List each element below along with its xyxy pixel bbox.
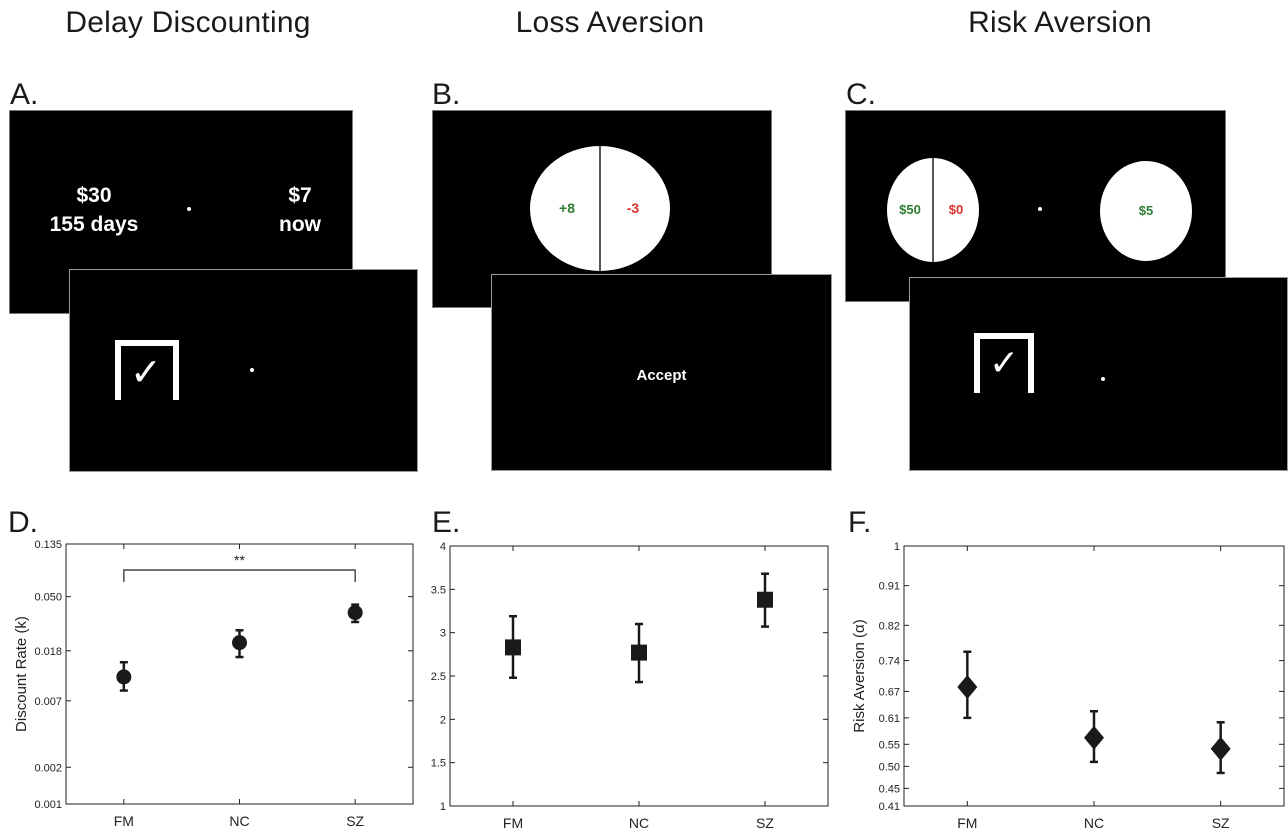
gamble-win-amount: $50 [899, 202, 921, 217]
y-tick-label: 0.41 [879, 801, 900, 813]
fixation-dot [250, 368, 254, 372]
y-axis-label: Risk Aversion (α) [851, 619, 868, 732]
panel-letter-a: A. [10, 78, 39, 111]
gamble-lose-amount: $0 [948, 202, 964, 217]
risky-gamble-wheel: $50 $0 [887, 158, 979, 262]
panel-a-choice-screen: $30 155 days $7 now [9, 110, 353, 314]
y-tick-label: 2 [440, 714, 446, 726]
panel-letter-e: E. [432, 506, 461, 539]
x-tick-label: FM [957, 815, 977, 831]
data-point [631, 644, 647, 661]
y-tick-label: 0.82 [879, 620, 900, 632]
data-point [232, 635, 247, 651]
checkmark-icon: ✓ [989, 343, 1020, 384]
loss-amount: -3 [626, 200, 640, 216]
data-point [116, 669, 132, 685]
y-tick-label: 0.91 [879, 581, 900, 593]
fixation-dot [1101, 377, 1105, 381]
panel-letter-c: C. [846, 78, 876, 111]
panel-c-response-screen: ✓ [909, 277, 1288, 471]
y-tick-label: 0.001 [34, 799, 62, 811]
checkmark-bracket-icon [974, 333, 1034, 393]
y-tick-label: 4 [440, 541, 446, 553]
gamble-wheel: +8 -3 [530, 146, 670, 271]
data-point [505, 639, 521, 656]
panel-a-right-option: $7 now [250, 181, 350, 239]
left-option-amount: $30 [76, 184, 112, 207]
y-axis-label: Discount Rate (k) [13, 616, 30, 732]
y-tick-label: 0.45 [879, 783, 900, 795]
y-tick-label: 0.74 [879, 656, 900, 668]
y-tick-label: 3 [440, 628, 446, 640]
y-tick-label: 3.5 [431, 584, 446, 596]
sure-option-wheel: $5 [1100, 161, 1192, 261]
y-tick-label: 1 [440, 801, 446, 813]
panel-letter-f: F. [848, 506, 872, 539]
data-point [347, 605, 363, 621]
panel-a-response-screen: ✓ [69, 269, 418, 472]
y-tick-label: 0.67 [879, 686, 900, 698]
significance-label: ** [234, 552, 245, 568]
right-option-amount: $7 [288, 184, 312, 207]
y-tick-label: 0.135 [34, 539, 62, 551]
x-tick-label: SZ [1212, 815, 1230, 831]
y-tick-label: 2.5 [431, 671, 446, 683]
column-title-delay-discounting: Delay Discounting [65, 6, 311, 39]
gain-amount: +8 [559, 200, 575, 216]
y-tick-label: 0.61 [879, 713, 900, 725]
data-point [757, 591, 773, 608]
checkmark-icon: ✓ [130, 350, 162, 394]
data-point [1210, 736, 1231, 761]
y-tick-label: 0.55 [879, 739, 900, 751]
y-tick-label: 1 [894, 541, 900, 553]
x-tick-label: FM [114, 813, 134, 829]
checkmark-bracket-icon [115, 340, 179, 400]
right-option-delay: now [279, 213, 321, 236]
data-point [1084, 725, 1104, 750]
y-tick-label: 0.018 [34, 646, 62, 658]
panel-a-left-option: $30 155 days [24, 181, 164, 239]
significance-bracket [123, 569, 356, 582]
chart-risk-aversion: 0.41 0.45 0.50 0.55 0.61 0.67 0.74 0.82 0.91 1 FM N… [851, 541, 1285, 831]
panel-c-gamble-screen: $50 $0 $5 [845, 110, 1226, 302]
y-tick-label: 0.050 [34, 592, 62, 604]
sure-amount: $5 [1138, 203, 1154, 218]
wheel-divider [599, 146, 601, 271]
accept-label: Accept [636, 367, 687, 384]
x-tick-label: NC [629, 815, 649, 831]
left-option-delay: 155 days [49, 213, 139, 236]
panel-letter-d: D. [8, 506, 38, 539]
chart-loss-aversion: 11.522.533.54FMNCSZLoss Aversion (λ) [431, 541, 829, 831]
fixation-dot [187, 207, 191, 211]
fixation-dot [1038, 207, 1042, 211]
x-tick-label: NC [1084, 815, 1104, 831]
column-title-risk-aversion: Risk Aversion [968, 6, 1152, 39]
x-tick-label: SZ [756, 815, 774, 831]
data-point [957, 675, 978, 700]
wheel-divider [932, 158, 934, 262]
x-tick-label: NC [229, 813, 249, 829]
plot-frame [903, 545, 1285, 807]
y-tick-label: 1.5 [431, 758, 446, 770]
panel-b-response-screen: Accept [491, 274, 832, 471]
x-tick-label: SZ [346, 813, 364, 829]
x-tick-label: FM [503, 815, 523, 831]
column-title-loss-aversion: Loss Aversion [515, 6, 705, 39]
y-tick-label: 0.50 [879, 761, 900, 773]
y-tick-label: 0.002 [34, 762, 62, 774]
chart-discount-rate: 0.001 0.002 0.007 0.018 0.050 0.135 FM NC SZ Disc… [13, 539, 414, 829]
y-tick-label: 0.007 [34, 696, 62, 708]
panel-letter-b: B. [432, 78, 461, 111]
